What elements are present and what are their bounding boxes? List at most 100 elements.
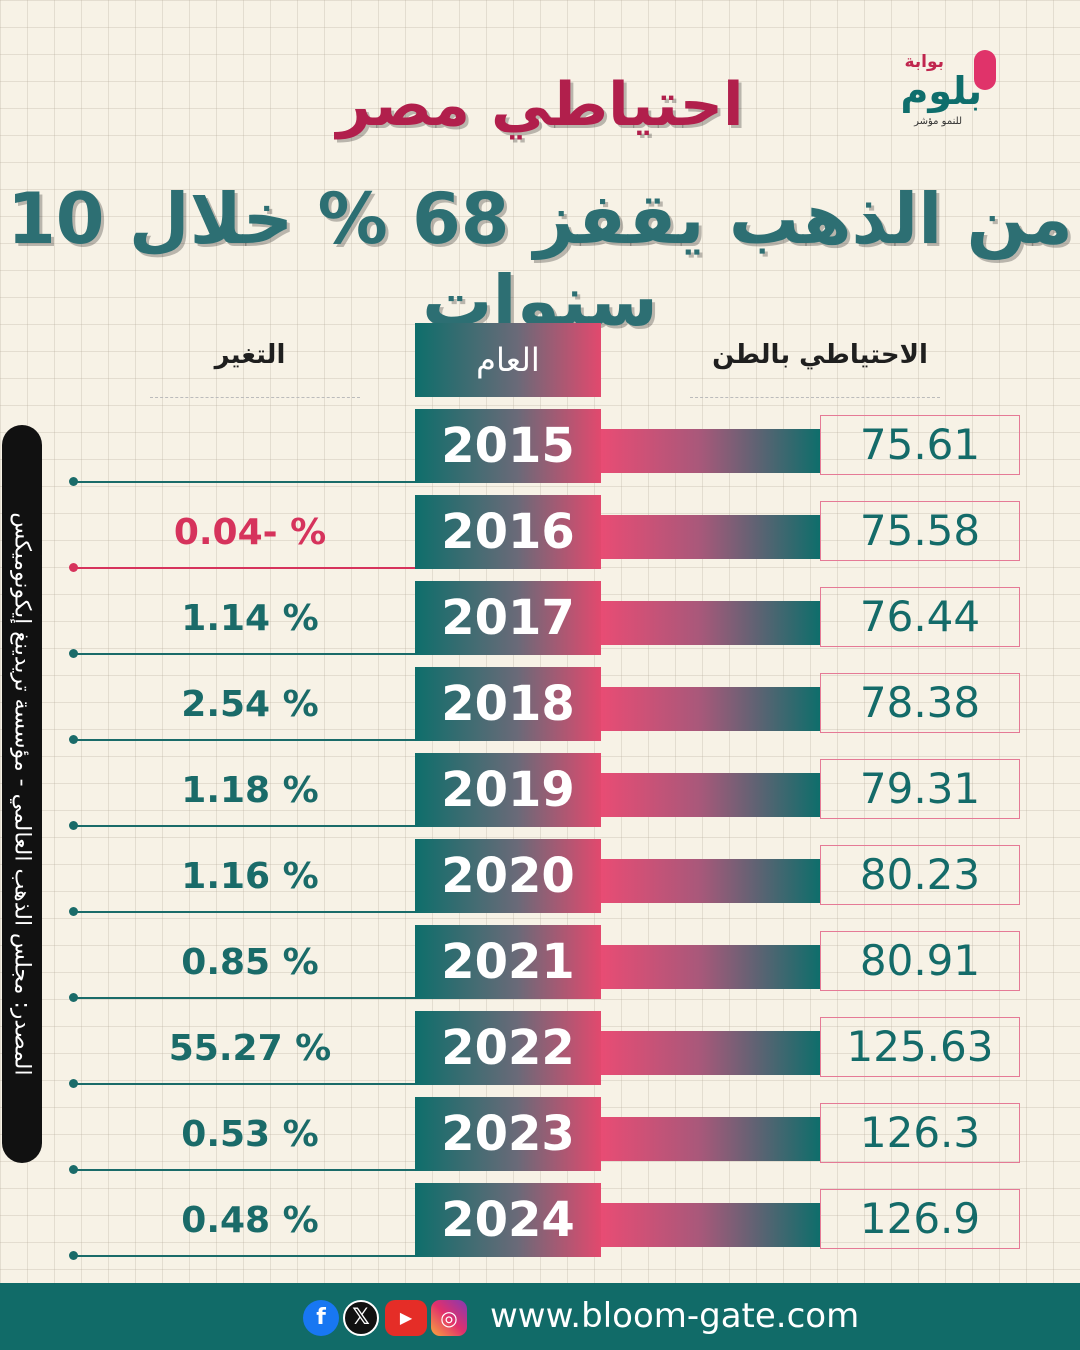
change-value: % 1.14 xyxy=(181,598,319,639)
row-dot xyxy=(69,993,78,1002)
reserve-value: 75.61 xyxy=(859,420,981,469)
year-label: 2019 xyxy=(415,753,601,827)
value-box xyxy=(820,587,1020,647)
year-label: 2023 xyxy=(415,1097,601,1171)
reserve-value: 126.3 xyxy=(859,1108,981,1157)
change-value: % 0.48 xyxy=(181,1200,319,1241)
row-dot xyxy=(69,1079,78,1088)
connector-bar xyxy=(600,1117,820,1161)
youtube-icon[interactable]: ▶ xyxy=(385,1300,427,1336)
year-label: 2017 xyxy=(415,581,601,655)
row-underline xyxy=(73,1083,415,1085)
table-row: 75.58 2016 % -0.04 xyxy=(0,495,1080,581)
reserve-value: 78.38 xyxy=(859,678,981,727)
change-value: % 1.16 xyxy=(181,856,319,897)
table-row: 76.44 2017 % 1.14 xyxy=(0,581,1080,667)
row-dot xyxy=(69,563,78,572)
title-line-1: احتياطي مصر xyxy=(336,70,744,140)
change-value: % 0.85 xyxy=(181,942,319,983)
row-dot xyxy=(69,1165,78,1174)
header-year: العام xyxy=(415,323,601,397)
table-row: 126.9 2024 % 0.48 xyxy=(0,1183,1080,1269)
row-dot xyxy=(69,907,78,916)
value-box xyxy=(820,931,1020,991)
table-row: 75.61 2015 xyxy=(0,409,1080,495)
facebook-icon[interactable]: f xyxy=(303,1300,339,1336)
change-value xyxy=(150,417,350,477)
change-value: % 0.53 xyxy=(181,1114,319,1155)
row-dot xyxy=(69,477,78,486)
value-box xyxy=(820,415,1020,475)
header-divider xyxy=(150,397,360,398)
row-underline xyxy=(73,997,415,999)
reserve-value: 80.23 xyxy=(859,850,981,899)
change-value: % -0.04 xyxy=(173,512,327,553)
value-box xyxy=(820,501,1020,561)
table-row: 126.3 2023 % 0.53 xyxy=(0,1097,1080,1183)
row-underline xyxy=(73,481,415,483)
instagram-icon[interactable]: ◎ xyxy=(431,1300,467,1336)
table-row: 79.31 2019 % 1.18 xyxy=(0,753,1080,839)
table-row: 80.23 2020 % 1.16 xyxy=(0,839,1080,925)
year-label: 2022 xyxy=(415,1011,601,1085)
value-box xyxy=(820,673,1020,733)
change-value: % 2.54 xyxy=(181,684,319,725)
row-dot xyxy=(69,821,78,830)
website-link[interactable]: www.bloom-gate.com xyxy=(490,1296,860,1336)
logo-pre: بوابة xyxy=(904,52,944,72)
row-underline xyxy=(73,1169,415,1171)
footer: www.bloom-gate.com xyxy=(0,1283,1080,1350)
connector-bar xyxy=(600,515,820,559)
logo-main: بلوم xyxy=(900,69,982,113)
microphone-icon xyxy=(974,50,996,90)
connector-bar xyxy=(600,945,820,989)
title-line-2: من الذهب يقفز 68 % خلال 10 سنوات xyxy=(7,178,1073,342)
reserve-value: 75.58 xyxy=(859,506,981,555)
source-text: المصدر: مجلس الذهب العالمي - مؤسسة تريدي… xyxy=(9,512,35,1076)
x-icon[interactable]: 𝕏 xyxy=(343,1300,379,1336)
row-underline xyxy=(73,825,415,827)
reserve-value: 80.91 xyxy=(859,936,981,985)
row-underline xyxy=(73,1255,415,1257)
row-underline xyxy=(73,653,415,655)
table-row: 78.38 2018 % 2.54 xyxy=(0,667,1080,753)
connector-bar xyxy=(600,859,820,903)
source-strip: المصدر: مجلس الذهب العالمي - مؤسسة تريدي… xyxy=(2,425,42,1163)
logo: بوابة بلوم للنمو مؤشر xyxy=(862,46,1002,130)
connector-bar xyxy=(600,429,820,473)
row-dot xyxy=(69,735,78,744)
year-label: 2018 xyxy=(415,667,601,741)
connector-bar xyxy=(600,601,820,645)
reserve-value: 125.63 xyxy=(846,1022,994,1071)
table-row: 80.91 2021 % 0.85 xyxy=(0,925,1080,1011)
header-divider xyxy=(690,397,940,398)
change-value: % 1.18 xyxy=(181,770,319,811)
header-change: التغير xyxy=(214,340,286,370)
row-underline xyxy=(73,911,415,913)
value-box xyxy=(820,845,1020,905)
connector-bar xyxy=(600,1203,820,1247)
value-box xyxy=(820,759,1020,819)
value-box xyxy=(820,1189,1020,1249)
row-underline xyxy=(73,567,415,569)
row-dot xyxy=(69,1251,78,1260)
connector-bar xyxy=(600,773,820,817)
reserve-value: 79.31 xyxy=(859,764,981,813)
row-dot xyxy=(69,649,78,658)
row-underline xyxy=(73,739,415,741)
logo-tagline: للنمو مؤشر xyxy=(914,116,962,127)
year-label: 2021 xyxy=(415,925,601,999)
reserve-value: 76.44 xyxy=(859,592,981,641)
connector-bar xyxy=(600,687,820,731)
year-label: 2015 xyxy=(415,409,601,483)
value-box xyxy=(820,1017,1020,1077)
year-label: 2016 xyxy=(415,495,601,569)
change-value: % 55.27 xyxy=(168,1028,332,1069)
year-label: 2020 xyxy=(415,839,601,913)
connector-bar xyxy=(600,1031,820,1075)
table-row: 125.63 2022 % 55.27 xyxy=(0,1011,1080,1097)
year-label: 2024 xyxy=(415,1183,601,1257)
reserve-value: 126.9 xyxy=(859,1194,981,1243)
value-box xyxy=(820,1103,1020,1163)
header-reserve: الاحتياطي بالطن xyxy=(712,340,928,370)
